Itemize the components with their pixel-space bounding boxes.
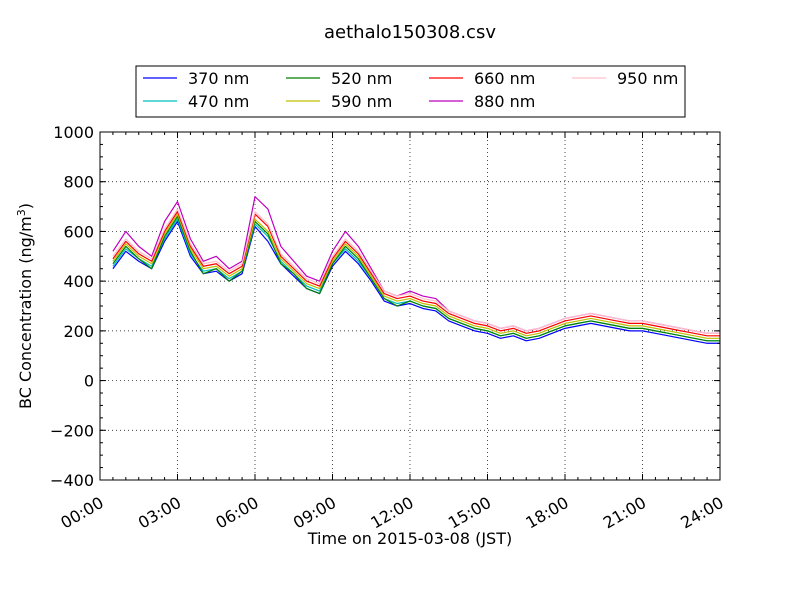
legend-label: 370 nm xyxy=(188,69,249,88)
legend-label: 590 nm xyxy=(331,92,392,111)
legend-label: 880 nm xyxy=(474,92,535,111)
legend: 370 nm 470 nm 520 nm 590 nm 660 nm 880 nm 950 … xyxy=(136,66,685,117)
y-tick-label: 600 xyxy=(63,222,94,241)
y-axis-label-superscript: 3 xyxy=(15,209,28,216)
legend-label: 470 nm xyxy=(188,92,249,111)
y-tick-label: 200 xyxy=(63,322,94,341)
legend-label: 660 nm xyxy=(474,69,535,88)
legend-label: 520 nm xyxy=(331,69,392,88)
y-tick-label: −400 xyxy=(50,471,94,490)
y-tick-label: 1000 xyxy=(53,123,94,142)
y-tick-label: 800 xyxy=(63,173,94,192)
x-axis-label: Time on 2015-03-08 (JST) xyxy=(307,529,512,548)
y-tick-label: 0 xyxy=(84,372,94,391)
y-axis-label-main: BC Concentration (ng/m xyxy=(16,216,35,409)
y-axis-label: BC Concentration (ng/m3) xyxy=(15,203,35,409)
chart-title: aethalo150308.csv xyxy=(324,22,496,43)
legend-label: 950 nm xyxy=(617,69,678,88)
y-tick-label: −200 xyxy=(50,421,94,440)
y-tick-label: 400 xyxy=(63,272,94,291)
y-axis-label-end: ) xyxy=(16,203,35,209)
